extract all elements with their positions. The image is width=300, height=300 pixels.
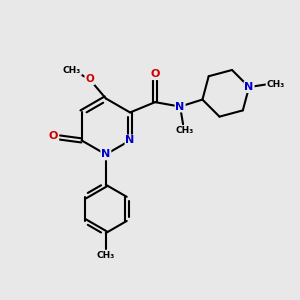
Text: CH₃: CH₃ (63, 66, 81, 75)
Text: CH₃: CH₃ (266, 80, 285, 88)
Text: O: O (85, 74, 94, 84)
Text: O: O (150, 69, 160, 79)
Text: N: N (176, 102, 185, 112)
Text: O: O (49, 131, 58, 141)
Text: N: N (101, 149, 110, 159)
Text: N: N (244, 82, 254, 92)
Text: CH₃: CH₃ (97, 251, 115, 260)
Text: CH₃: CH₃ (176, 126, 194, 135)
Text: N: N (125, 135, 135, 146)
